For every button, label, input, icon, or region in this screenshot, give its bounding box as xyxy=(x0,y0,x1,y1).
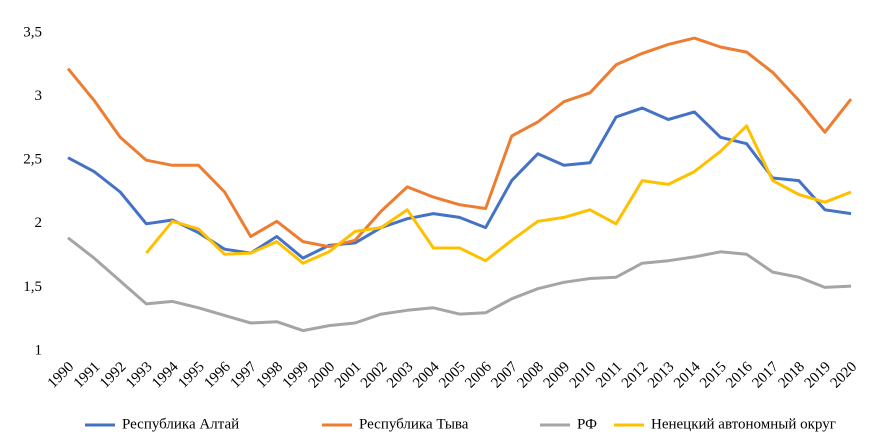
series-line xyxy=(145,124,852,265)
x-tick-label: 1998 xyxy=(254,359,287,392)
x-tick-label: 2016 xyxy=(723,359,756,392)
y-tick-label: 2,5 xyxy=(23,152,42,168)
x-tick-label: 2004 xyxy=(410,359,443,392)
legend-label: Республика Тыва xyxy=(359,416,469,432)
x-tick-label: 2002 xyxy=(358,359,391,392)
x-tick-label: 1997 xyxy=(227,359,260,392)
x-tick-label: 2000 xyxy=(306,359,339,392)
x-tick-label: 2001 xyxy=(332,359,365,392)
series-line xyxy=(67,236,852,333)
y-tick-label: 3,5 xyxy=(23,24,42,40)
x-tick-label: 1995 xyxy=(175,359,208,392)
x-tick-label: 2008 xyxy=(515,359,548,392)
x-tick-label: 2015 xyxy=(697,359,730,392)
series-line xyxy=(67,106,852,260)
x-tick-label: 1999 xyxy=(280,359,313,392)
y-tick-label: 3 xyxy=(35,88,43,104)
x-tick-label: 2020 xyxy=(828,359,861,392)
x-tick-label: 2003 xyxy=(384,359,417,392)
x-tick-label: 2009 xyxy=(541,359,574,392)
x-tick-label: 2007 xyxy=(488,359,521,392)
series-line xyxy=(66,36,853,249)
x-tick-label: 2017 xyxy=(749,359,782,392)
legend-label: Ненецкий автономный округ xyxy=(651,416,836,432)
x-tick-label: 2013 xyxy=(645,359,678,392)
x-tick-label: 1992 xyxy=(97,359,130,392)
x-tick-label: 1991 xyxy=(71,359,104,392)
x-tick-label: 2011 xyxy=(593,359,625,391)
x-tick-label: 2005 xyxy=(436,359,469,392)
x-tick-label: 1993 xyxy=(123,359,156,392)
x-tick-label: 2019 xyxy=(802,359,835,392)
x-tick-label: 1996 xyxy=(201,359,234,392)
x-tick-label: 2012 xyxy=(619,359,652,392)
legend-label: РФ xyxy=(577,416,597,432)
x-tick-label: 2010 xyxy=(567,359,600,392)
x-tick-label: 1990 xyxy=(45,359,78,392)
x-tick-label: 2006 xyxy=(462,359,495,392)
y-tick-label: 2 xyxy=(35,215,43,231)
x-tick-label: 2018 xyxy=(775,359,808,392)
legend-label: Республика Алтай xyxy=(122,416,239,432)
y-tick-label: 1,5 xyxy=(23,279,42,295)
y-tick-label: 1 xyxy=(35,342,43,358)
x-tick-label: 1994 xyxy=(149,359,182,392)
x-tick-label: 2014 xyxy=(671,359,704,392)
